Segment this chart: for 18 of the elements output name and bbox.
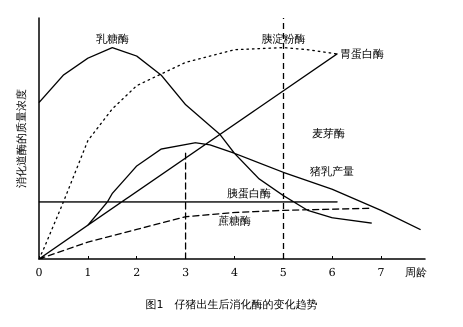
x-tick-label: 1 (84, 266, 92, 279)
x-tick-label: 0 (36, 266, 42, 279)
annotation: 麦芽酶 (312, 127, 345, 140)
series-label: 猪乳产量 (310, 165, 354, 178)
series-label: 乳糖酶 (96, 32, 129, 46)
x-tick-label: 6 (328, 266, 336, 279)
x-tick-label: 2 (133, 266, 140, 279)
x-axis-title: 周龄 (405, 266, 427, 279)
y-axis-title: 消化道酶的质量浓度 (15, 89, 28, 188)
series-label: 胃蛋白酶 (340, 47, 384, 60)
x-tick-label: 7 (378, 266, 385, 279)
series-label: 蔗糖酶 (218, 214, 251, 228)
text: 图1 仔猪出生后消化酶的变化趋势 (146, 298, 318, 311)
series-label: 胰淀粉酶 (261, 32, 306, 46)
series-label: 胰蛋白酶 (227, 186, 272, 200)
x-tick-label: 3 (182, 266, 190, 279)
x-tick-label: 5 (280, 266, 287, 279)
x-tick-label: 4 (230, 266, 238, 279)
